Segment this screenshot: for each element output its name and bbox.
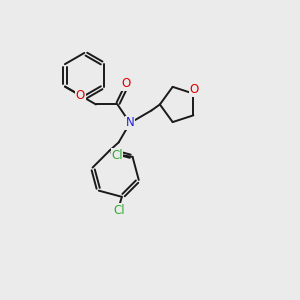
Text: Cl: Cl [113, 204, 125, 217]
Text: O: O [189, 83, 199, 97]
Text: O: O [76, 89, 85, 102]
Text: Cl: Cl [111, 149, 123, 162]
Text: N: N [126, 116, 134, 130]
Text: O: O [122, 77, 131, 90]
